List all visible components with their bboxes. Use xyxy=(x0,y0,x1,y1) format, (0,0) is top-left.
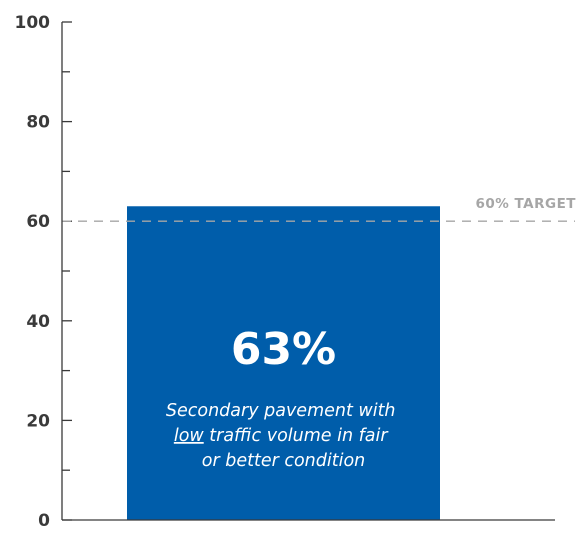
bar-secondary-pavement xyxy=(127,206,440,520)
y-tick-label: 40 xyxy=(26,312,50,332)
y-tick-label: 100 xyxy=(15,13,51,33)
bar-caption-line-2-rest: traffic volume in fair xyxy=(204,426,390,446)
y-axis-tick-labels: 0 20 40 60 80 100 xyxy=(15,13,51,531)
y-tick-label: 60 xyxy=(26,212,50,232)
bar-value-label: 63% xyxy=(231,324,336,375)
bar-caption-line-3: or better condition xyxy=(202,451,366,471)
target-label: 60% TARGET xyxy=(475,196,576,212)
y-tick-label: 80 xyxy=(26,113,50,133)
bar-caption-underlined-word: low xyxy=(174,426,205,446)
bar-caption-line-2: low traffic volume in fair xyxy=(174,426,390,446)
y-tick-label: 0 xyxy=(38,511,50,531)
bar-caption-line-1: Secondary pavement with xyxy=(166,401,396,421)
y-axis-ticks xyxy=(62,21,72,521)
y-tick-label: 20 xyxy=(26,411,50,431)
bar-caption: Secondary pavement with low traffic volu… xyxy=(166,401,401,471)
